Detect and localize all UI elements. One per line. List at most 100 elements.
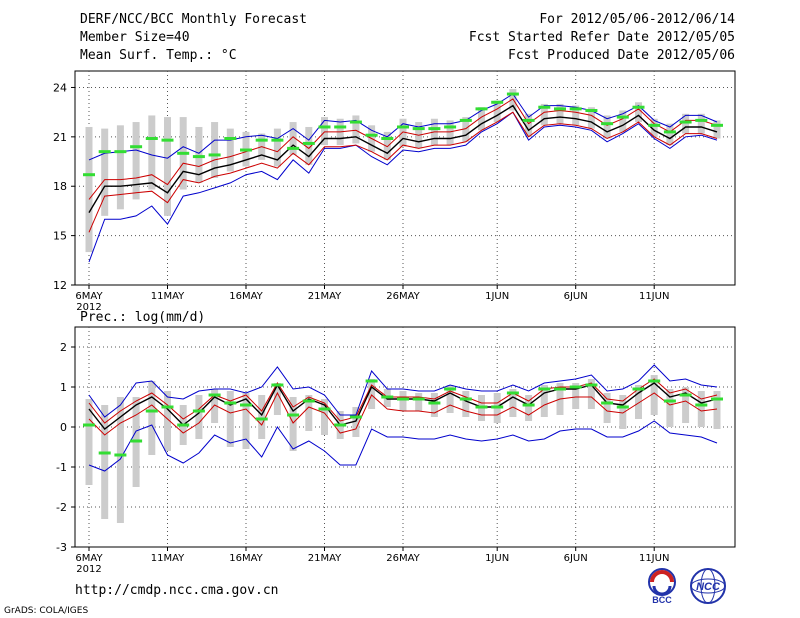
temp-observed-marker — [224, 136, 237, 140]
temp-observed-marker — [428, 127, 441, 131]
temp-x-tick-label: 21MAY — [308, 291, 342, 302]
temp-observed-marker — [318, 125, 331, 129]
precip-observed-marker — [302, 399, 315, 403]
precip-member-range-box — [195, 395, 203, 439]
temp-member-range-box — [587, 107, 595, 129]
precip-observed-marker — [444, 387, 457, 391]
precip-member-range-box — [603, 393, 611, 423]
precip-observed-marker — [177, 423, 190, 427]
precip-member-range-box — [211, 389, 219, 423]
temp-member-range-box — [713, 120, 721, 139]
temp-observed-marker — [679, 120, 692, 124]
precip-member-range-box — [226, 391, 234, 447]
temp-member-range-box — [666, 123, 674, 146]
temp-red-lower-line — [88, 111, 718, 233]
precip-observed-marker — [616, 405, 629, 409]
precip-member-range-box — [446, 385, 454, 413]
precip-observed-marker — [224, 401, 237, 405]
precip-observed-marker — [208, 393, 221, 397]
temp-observed-marker — [255, 138, 268, 142]
temp-member-range-box — [635, 102, 642, 123]
temp-member-range-box — [556, 103, 564, 124]
precip-observed-marker — [255, 417, 268, 421]
precip-plot-frame — [74, 326, 736, 548]
temp-member-range-box — [619, 110, 627, 132]
temp-y-tick-label: 12 — [53, 279, 67, 292]
precip-member-range-box — [164, 391, 171, 451]
precip-observed-marker — [554, 387, 566, 391]
precip-x-tick-label: 6MAY — [75, 553, 103, 564]
temp-member-range-box — [132, 122, 140, 200]
temp-member-range-box — [383, 131, 391, 160]
precip-member-range-box — [697, 391, 705, 427]
temp-x-tick-label: 6MAY — [75, 291, 103, 302]
temp-x-tick-label: 1JUN — [485, 291, 509, 302]
precip-member-range-box — [321, 399, 328, 435]
temp-y-tick-label: 18 — [53, 180, 67, 193]
precip-blue-upper-line — [88, 364, 718, 418]
temp-member-range-box — [462, 117, 470, 142]
temp-member-range-box — [525, 113, 533, 137]
precip-observed-marker — [114, 453, 127, 457]
precip-panel-title: Prec.: log(mm/d) — [80, 310, 206, 325]
precip-y-tick-label: -1 — [56, 461, 67, 474]
precip-observed-marker — [491, 405, 504, 409]
precip-observed-marker — [506, 391, 519, 395]
precip-x-tick-label: 11MAY — [151, 553, 185, 564]
temp-observed-marker — [491, 100, 504, 104]
temp-observed-marker — [145, 136, 158, 140]
temp-member-range-box — [211, 122, 219, 178]
bcc-logo-text: BCC — [652, 595, 672, 605]
precip-x-tick-label: 11JUN — [639, 553, 669, 564]
temp-x-tick-label: 26MAY — [386, 291, 420, 302]
precip-member-range-box — [619, 395, 627, 429]
temp-observed-marker — [506, 92, 519, 96]
temp-member-range-box — [650, 118, 658, 137]
temp-x-tick-label: 6JUN — [564, 291, 588, 302]
temp-observed-marker — [98, 150, 111, 154]
precip-observed-marker — [632, 387, 645, 391]
precip-member-range-box — [101, 405, 109, 519]
precip-x-tick-label: 21MAY — [308, 553, 342, 564]
precip-year-label: 2012 — [76, 564, 101, 575]
temp-y-tick-label: 21 — [53, 131, 67, 144]
variable-label: Mean Surf. Temp.: °C — [80, 48, 237, 63]
temp-x-tick-label: 11JUN — [639, 291, 669, 302]
member-size-label: Member Size=40 — [80, 30, 190, 45]
temp-observed-marker — [475, 107, 488, 111]
precip-observed-marker — [349, 415, 362, 419]
temp-observed-marker — [130, 145, 143, 149]
temp-observed-marker — [554, 107, 566, 111]
temp-member-range-box — [478, 107, 485, 131]
precip-observed-marker — [318, 407, 331, 411]
precip-member-range-box — [682, 387, 690, 423]
temp-member-range-box — [682, 113, 690, 134]
precip-blue-lower-line — [88, 420, 718, 472]
precip-observed-marker — [365, 379, 378, 383]
temp-plot-frame — [74, 70, 736, 286]
temp-observed-marker — [648, 123, 661, 127]
precip-x-tick-label: 26MAY — [386, 553, 420, 564]
precip-member-range-box — [368, 379, 376, 409]
precip-member-range-box — [258, 395, 266, 439]
temp-member-range-box — [164, 117, 171, 216]
forecast-range: For 2012/05/06-2012/06/14 — [539, 12, 735, 27]
precip-observed-marker — [648, 379, 661, 383]
precip-y-tick-label: 2 — [60, 341, 67, 354]
temp-observed-marker — [663, 130, 676, 134]
temp-observed-marker — [711, 123, 723, 127]
precip-y-tick-label: 1 — [60, 381, 67, 394]
precip-observed-marker — [334, 423, 347, 427]
precip-member-range-box — [399, 391, 407, 411]
temp-observed-marker — [444, 125, 457, 129]
precip-member-range-box — [572, 383, 580, 409]
precip-y-tick-label: -2 — [56, 501, 67, 514]
source-url[interactable]: http://cmdp.ncc.cma.gov.cn — [75, 583, 279, 598]
temp-x-tick-label: 11MAY — [151, 291, 185, 302]
precip-y-tick-label: 0 — [60, 421, 67, 434]
temp-observed-marker — [365, 133, 378, 137]
precip-x-tick-label: 6JUN — [564, 553, 588, 564]
precip-observed-marker — [538, 387, 551, 391]
precip-member-range-box — [352, 407, 360, 437]
